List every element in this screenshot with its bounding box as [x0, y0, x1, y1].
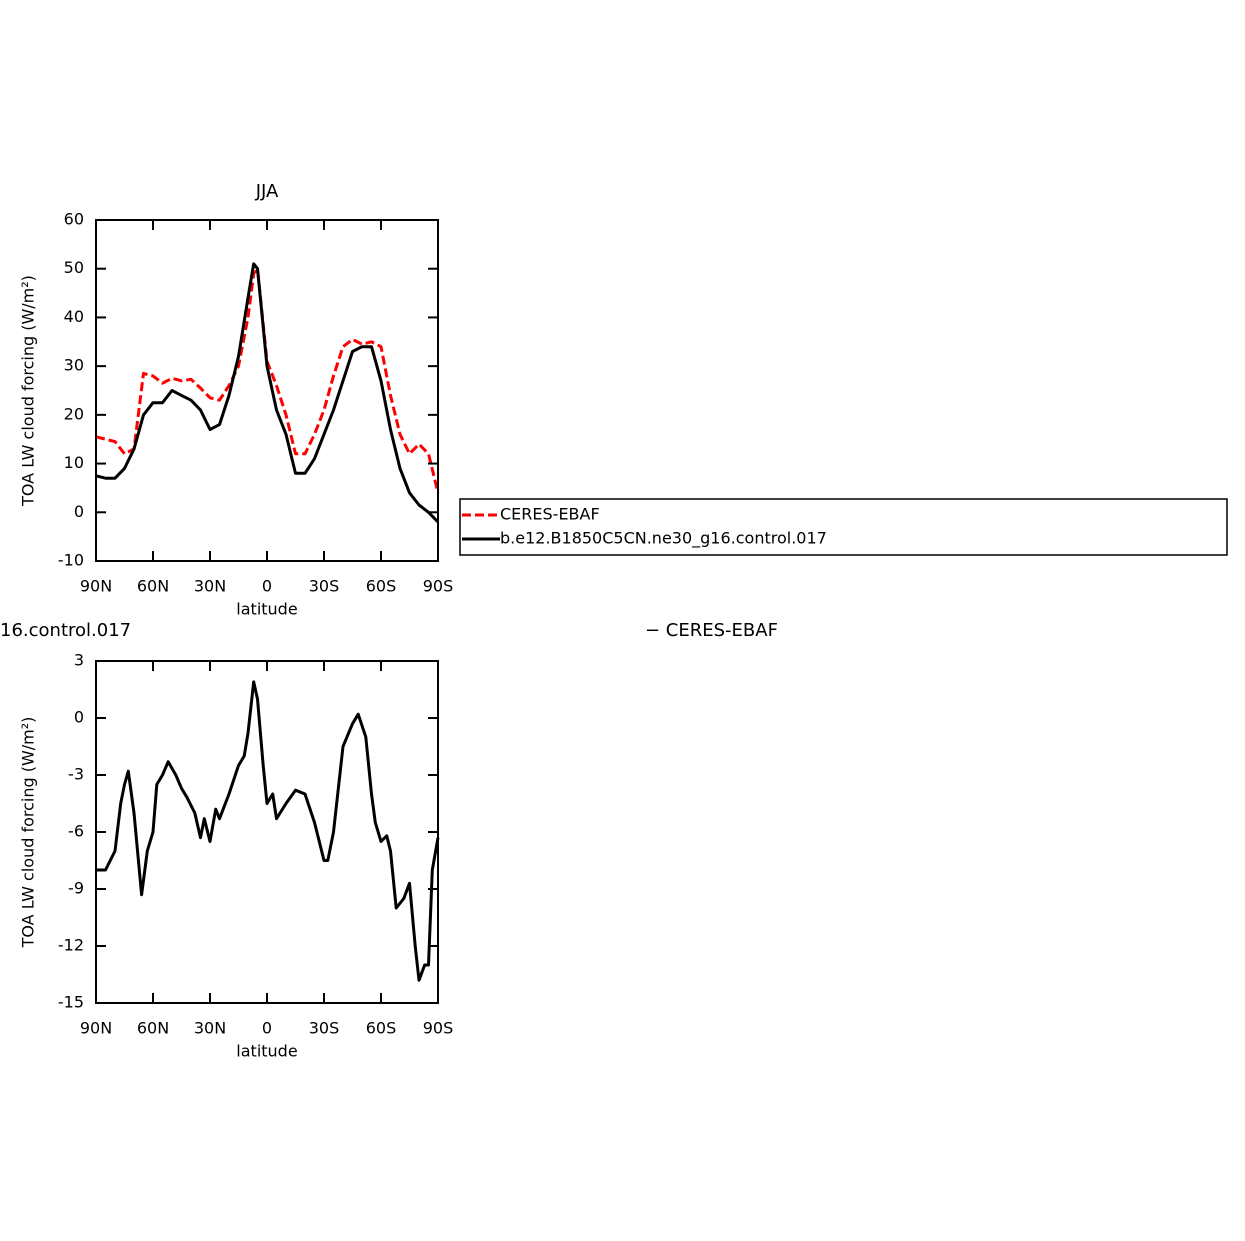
x-tick-label: 60N: [137, 1019, 169, 1038]
chart-title-right: − CERES-EBAF: [645, 620, 778, 641]
y-tick-label: -3: [68, 765, 84, 784]
x-tick-label: 90S: [423, 1019, 454, 1038]
plot-frame: [95, 660, 439, 1004]
y-tick-label: 30: [64, 356, 84, 375]
x-tick-label: 30S: [309, 577, 340, 596]
legend-label: b.e12.B1850C5CN.ne30_g16.control.017: [500, 529, 827, 549]
y-tick-label: 60: [64, 210, 84, 229]
y-tick-label: 20: [64, 404, 84, 423]
chart-title: JJA: [255, 181, 279, 202]
y-tick-label: -10: [58, 551, 84, 570]
x-tick-label: 30S: [309, 1019, 340, 1038]
x-tick-label: 0: [262, 1019, 272, 1038]
x-tick-label: 60N: [137, 577, 169, 596]
x-tick-label: 90S: [423, 577, 454, 596]
x-axis-label: latitude: [236, 1042, 297, 1061]
data-line: [96, 680, 440, 982]
x-tick-label: 60S: [366, 1019, 397, 1038]
data-line: [95, 262, 440, 524]
y-tick-label: 10: [64, 453, 84, 472]
data-line: [95, 267, 440, 494]
y-tick-label: -6: [68, 822, 84, 841]
y-tick-label: -9: [68, 879, 84, 898]
legend-label: CERES-EBAF: [500, 505, 600, 524]
chart-title-left: 16.control.017: [0, 620, 131, 641]
y-axis-label: TOA LW cloud forcing (W/m²): [19, 717, 38, 949]
x-tick-label: 0: [262, 577, 272, 596]
x-tick-label: 30N: [194, 577, 226, 596]
y-tick-label: -12: [58, 936, 84, 955]
y-tick-label: -15: [58, 993, 84, 1012]
x-axis-label: latitude: [236, 600, 297, 619]
x-tick-label: 30N: [194, 1019, 226, 1038]
y-tick-label: 50: [64, 258, 84, 277]
y-tick-label: 0: [74, 502, 84, 521]
y-tick-label: 3: [74, 651, 84, 670]
y-tick-label: 0: [74, 708, 84, 727]
legend-box: [459, 498, 1228, 556]
x-tick-label: 90N: [80, 1019, 112, 1038]
plot-frame: [95, 219, 439, 562]
y-tick-label: 40: [64, 307, 84, 326]
x-tick-label: 90N: [80, 577, 112, 596]
y-axis-label: TOA LW cloud forcing (W/m²): [19, 275, 38, 507]
x-tick-label: 60S: [366, 577, 397, 596]
